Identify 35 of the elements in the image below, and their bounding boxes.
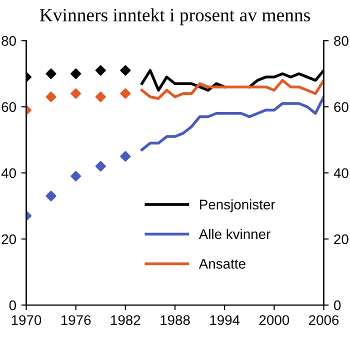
point bbox=[120, 65, 131, 76]
y2-tick-label: 80 bbox=[334, 36, 348, 46]
x-tick-label: 1988 bbox=[160, 315, 190, 326]
point bbox=[95, 65, 106, 76]
y2-tick-label: 60 bbox=[334, 102, 348, 112]
y-tick-label: 20 bbox=[2, 234, 16, 244]
y2-tick-label: 40 bbox=[334, 168, 348, 178]
point bbox=[120, 151, 131, 162]
x-tick-label: 1982 bbox=[111, 315, 140, 326]
line-series bbox=[140, 95, 324, 152]
point bbox=[70, 88, 82, 99]
x-tick-label: 1970 bbox=[12, 315, 42, 326]
point bbox=[46, 190, 56, 202]
point bbox=[70, 68, 82, 80]
y-tick-label: 60 bbox=[2, 102, 16, 112]
y-tick-label: 0 bbox=[9, 300, 16, 310]
legend-label: Ansatte bbox=[198, 259, 246, 269]
point bbox=[95, 92, 106, 102]
x-tick-label: 1976 bbox=[61, 315, 91, 326]
y2-tick-label: 0 bbox=[334, 300, 341, 310]
point bbox=[46, 68, 56, 80]
legend-label: Alle kvinner bbox=[198, 228, 270, 240]
point bbox=[70, 170, 82, 182]
point bbox=[120, 88, 131, 99]
y-tick-label: 40 bbox=[1, 168, 16, 178]
point bbox=[95, 160, 106, 172]
line-series bbox=[140, 78, 324, 100]
y-tick-label: 80 bbox=[2, 36, 16, 46]
chart-title: Kvinners inntekt i prosent av menns bbox=[40, 8, 310, 26]
point bbox=[46, 92, 56, 102]
x-tick-label: 1994 bbox=[210, 315, 240, 326]
legend-label: Pensjonister bbox=[200, 199, 276, 212]
x-tick-label: 2006 bbox=[309, 315, 339, 326]
y2-tick-label: 20 bbox=[334, 234, 348, 244]
x-tick-label: 2000 bbox=[259, 315, 290, 326]
